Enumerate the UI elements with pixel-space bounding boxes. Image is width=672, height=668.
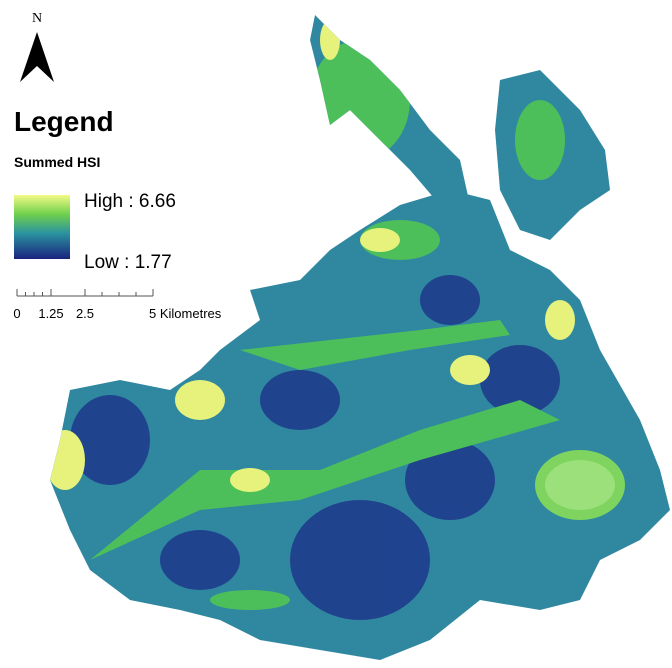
legend-title: Legend	[14, 106, 114, 137]
scale-label: 5 Kilometres	[149, 306, 222, 321]
north-arrow	[20, 32, 54, 82]
scale-label: 0	[13, 306, 20, 321]
legend-high: High : 6.66	[84, 191, 176, 212]
scale-bar	[16, 289, 154, 297]
legend-ramp	[14, 195, 70, 259]
legend-layer: Summed HSI	[14, 154, 100, 170]
legend-low: Low : 1.77	[84, 252, 172, 273]
scale-label: 2.5	[76, 306, 94, 321]
scale-label: 1.25	[38, 306, 63, 321]
north-label: N	[32, 11, 42, 26]
